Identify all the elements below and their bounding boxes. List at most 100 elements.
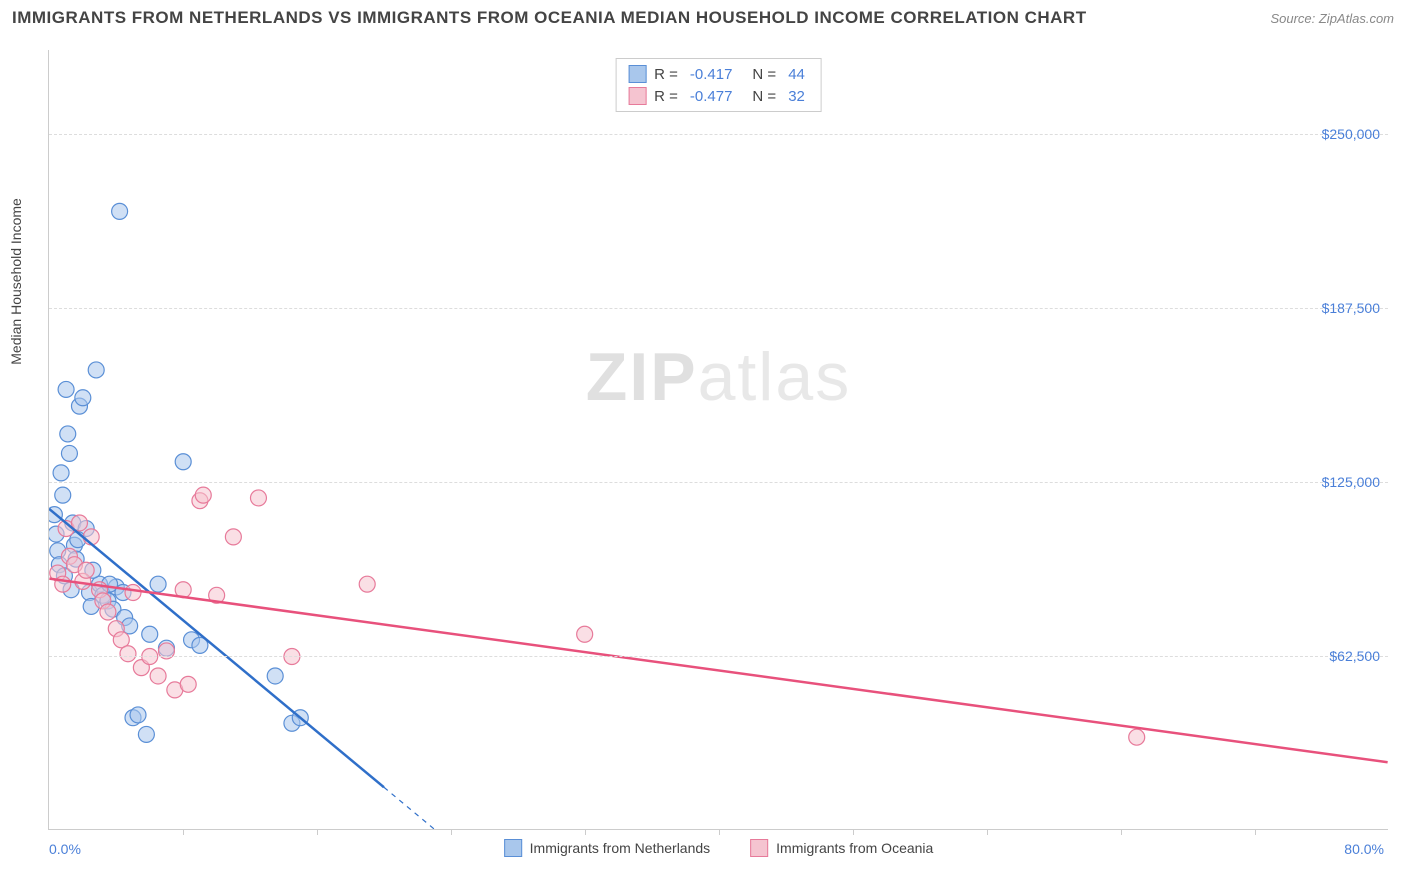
- scatter-point: [142, 626, 158, 642]
- scatter-point: [50, 543, 66, 559]
- scatter-point: [102, 576, 118, 592]
- legend-label: Immigrants from Oceania: [776, 840, 933, 856]
- y-tick-label: $187,500: [1322, 300, 1380, 316]
- scatter-point: [56, 568, 72, 584]
- scatter-point: [1129, 729, 1145, 745]
- scatter-point: [113, 632, 129, 648]
- y-tick-label: $125,000: [1322, 474, 1380, 490]
- source-attribution: Source: ZipAtlas.com: [1270, 11, 1394, 26]
- x-tick: [1255, 829, 1256, 835]
- scatter-point: [63, 582, 79, 598]
- scatter-point: [92, 576, 108, 592]
- stats-r-value: -0.417: [690, 66, 733, 83]
- gridline: [49, 134, 1388, 135]
- y-tick-label: $62,500: [1329, 648, 1380, 664]
- legend-item: Immigrants from Oceania: [750, 839, 933, 857]
- x-tick: [183, 829, 184, 835]
- stats-r-value: -0.477: [690, 88, 733, 105]
- scatter-point: [125, 585, 141, 601]
- scatter-point: [267, 668, 283, 684]
- x-axis-min-label: 0.0%: [49, 841, 81, 857]
- scatter-point: [58, 381, 74, 397]
- scatter-point: [70, 532, 86, 548]
- x-tick: [987, 829, 988, 835]
- scatter-point: [150, 668, 166, 684]
- scatter-point: [112, 203, 128, 219]
- scatter-point: [225, 529, 241, 545]
- scatter-point: [66, 537, 82, 553]
- scatter-point: [78, 562, 94, 578]
- scatter-point: [58, 521, 74, 537]
- chart-area: Median Household Income ZIPatlas R =-0.4…: [48, 50, 1388, 830]
- scatter-point: [195, 487, 211, 503]
- watermark-suffix: atlas: [698, 339, 852, 415]
- scatter-point: [150, 576, 166, 592]
- stats-n-value: 32: [788, 88, 805, 105]
- scatter-point: [71, 398, 87, 414]
- scatter-point: [75, 390, 91, 406]
- x-tick: [853, 829, 854, 835]
- plot-region: ZIPatlas R =-0.417N =44R =-0.477N =32 0.…: [48, 50, 1388, 830]
- scatter-point: [49, 507, 62, 523]
- scatter-point: [184, 632, 200, 648]
- scatter-point: [95, 593, 111, 609]
- stats-row: R =-0.477N =32: [628, 85, 809, 107]
- scatter-point: [61, 548, 77, 564]
- scatter-point: [138, 726, 154, 742]
- y-tick-label: $250,000: [1322, 126, 1380, 142]
- scatter-point: [85, 562, 101, 578]
- gridline: [49, 656, 1388, 657]
- legend: Immigrants from Netherlands Immigrants fr…: [504, 839, 934, 857]
- trend-line: [49, 579, 1387, 763]
- scatter-point: [92, 582, 108, 598]
- chart-title: IMMIGRANTS FROM NETHERLANDS VS IMMIGRANT…: [12, 8, 1087, 28]
- scatter-point: [65, 515, 81, 531]
- scatter-point: [167, 682, 183, 698]
- scatter-point: [100, 593, 116, 609]
- scatter-point: [68, 551, 84, 567]
- gridline: [49, 482, 1388, 483]
- scatter-point: [78, 521, 94, 537]
- scatter-point: [82, 585, 98, 601]
- stats-r-label: R =: [654, 66, 678, 83]
- trend-line-dashed: [384, 787, 468, 829]
- y-axis-title: Median Household Income: [8, 198, 24, 365]
- x-tick: [451, 829, 452, 835]
- scatter-point: [83, 598, 99, 614]
- correlation-stats-box: R =-0.417N =44R =-0.477N =32: [615, 58, 822, 112]
- gridline: [49, 308, 1388, 309]
- scatter-point: [284, 715, 300, 731]
- scatter-point: [50, 565, 66, 581]
- scatter-point: [55, 487, 71, 503]
- legend-item: Immigrants from Netherlands: [504, 839, 711, 857]
- stats-n-value: 44: [788, 66, 805, 83]
- x-tick: [585, 829, 586, 835]
- scatter-point: [49, 526, 64, 542]
- x-tick: [719, 829, 720, 835]
- scatter-point: [115, 585, 131, 601]
- scatter-point: [122, 618, 138, 634]
- scatter-point: [180, 676, 196, 692]
- scatter-point: [51, 557, 67, 573]
- watermark-prefix: ZIP: [586, 339, 698, 415]
- scatter-point: [192, 637, 208, 653]
- legend-label: Immigrants from Netherlands: [530, 840, 711, 856]
- scatter-point: [55, 576, 71, 592]
- scatter-point: [175, 582, 191, 598]
- x-tick: [1121, 829, 1122, 835]
- scatter-point: [158, 640, 174, 656]
- scatter-point: [209, 587, 225, 603]
- scatter-point: [108, 621, 124, 637]
- x-axis-max-label: 80.0%: [1344, 841, 1384, 857]
- stats-r-label: R =: [654, 88, 678, 105]
- chart-header: IMMIGRANTS FROM NETHERLANDS VS IMMIGRANT…: [12, 8, 1394, 28]
- scatter-point: [108, 579, 124, 595]
- scatter-point: [175, 454, 191, 470]
- scatter-point: [250, 490, 266, 506]
- scatter-point: [292, 710, 308, 726]
- scatter-point: [61, 445, 77, 461]
- scatter-point: [120, 646, 136, 662]
- scatter-point: [71, 515, 87, 531]
- scatter-point: [117, 610, 133, 626]
- watermark: ZIPatlas: [586, 338, 851, 416]
